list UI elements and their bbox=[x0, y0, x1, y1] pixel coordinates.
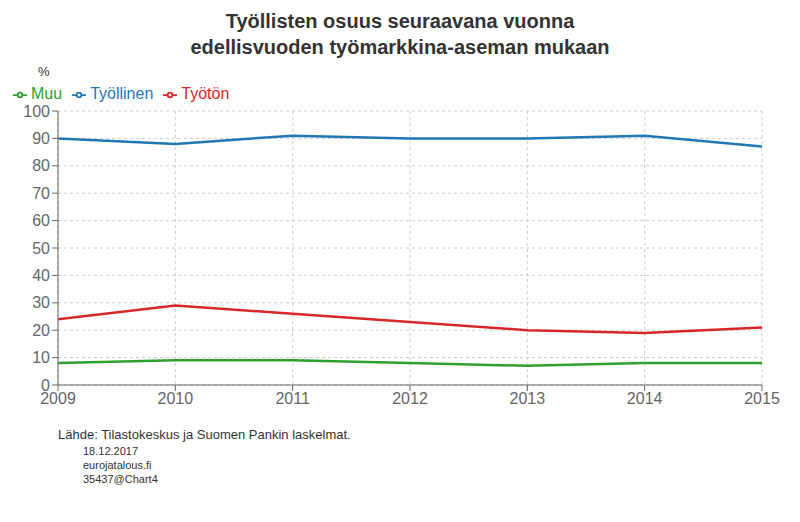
svg-text:2009: 2009 bbox=[40, 390, 76, 408]
svg-text:100: 100 bbox=[23, 103, 50, 120]
svg-text:2013: 2013 bbox=[510, 390, 546, 407]
svg-text:60: 60 bbox=[32, 212, 50, 229]
svg-text:2015: 2015 bbox=[744, 390, 780, 407]
html-text:Muu: Muu bbox=[31, 85, 63, 102]
html-text:18.12.2017: 18.12.2017 bbox=[83, 445, 139, 457]
svg-text:2014: 2014 bbox=[627, 390, 663, 407]
svg-text:2011: 2011 bbox=[275, 390, 310, 407]
html-text:Työllisten osuus seuraavana vu: Työllisten osuus seuraavana vuonna bbox=[225, 10, 575, 32]
svg-text:50: 50 bbox=[32, 240, 50, 257]
svg-text:90: 90 bbox=[32, 130, 50, 147]
svg-text:10: 10 bbox=[32, 349, 50, 366]
svg-text:30: 30 bbox=[32, 294, 50, 311]
html-text:Työtön: Työtön bbox=[181, 85, 230, 102]
html-text:Työllinen: Työllinen bbox=[90, 85, 154, 102]
svg-text:0: 0 bbox=[41, 377, 50, 394]
svg-text:2012: 2012 bbox=[392, 390, 428, 407]
svg-text:2010: 2010 bbox=[158, 390, 194, 407]
svg-text:70: 70 bbox=[32, 185, 50, 202]
html-text:35437@Chart4: 35437@Chart4 bbox=[83, 473, 158, 485]
html-text:eurojatalous.fi: eurojatalous.fi bbox=[83, 459, 152, 471]
svg-text:20: 20 bbox=[32, 322, 50, 339]
svg-text:80: 80 bbox=[32, 157, 50, 174]
svg-text:40: 40 bbox=[32, 267, 50, 284]
html-text:edellisvuoden työmarkkina-asem: edellisvuoden työmarkkina-aseman mukaan bbox=[190, 36, 610, 58]
html-text:Lähde: Tilastokeskus ja Suomen: Lähde: Tilastokeskus ja Suomen Pankin la… bbox=[58, 427, 351, 442]
